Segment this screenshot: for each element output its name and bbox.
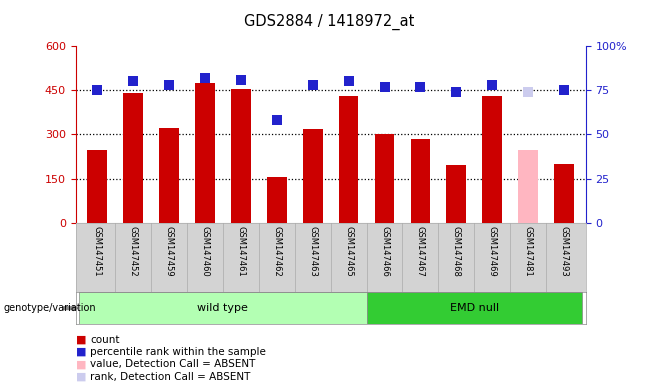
Text: GSM147460: GSM147460 bbox=[201, 226, 209, 277]
Text: GSM147481: GSM147481 bbox=[524, 226, 533, 277]
Point bbox=[415, 84, 426, 90]
Point bbox=[92, 87, 103, 93]
Text: GSM147466: GSM147466 bbox=[380, 226, 389, 277]
Bar bbox=[79, 292, 367, 324]
Text: GSM147493: GSM147493 bbox=[559, 226, 569, 277]
Text: GSM147461: GSM147461 bbox=[236, 226, 245, 277]
Point bbox=[379, 84, 390, 90]
Text: percentile rank within the sample: percentile rank within the sample bbox=[90, 347, 266, 357]
Point bbox=[307, 82, 318, 88]
Text: GSM147469: GSM147469 bbox=[488, 226, 497, 277]
Bar bbox=[88, 150, 107, 223]
Point bbox=[487, 82, 497, 88]
Text: count: count bbox=[90, 335, 120, 345]
Text: GSM147463: GSM147463 bbox=[308, 226, 317, 277]
Bar bbox=[554, 164, 574, 223]
Bar bbox=[367, 292, 582, 324]
Bar bbox=[303, 129, 322, 223]
Text: ■: ■ bbox=[76, 335, 86, 345]
Point bbox=[128, 78, 138, 84]
Bar bbox=[411, 139, 430, 223]
Text: GDS2884 / 1418972_at: GDS2884 / 1418972_at bbox=[244, 13, 414, 30]
Bar bbox=[374, 134, 394, 223]
Text: ■: ■ bbox=[76, 359, 86, 369]
Bar bbox=[339, 96, 359, 223]
Text: ■: ■ bbox=[76, 347, 86, 357]
Text: GSM147452: GSM147452 bbox=[128, 226, 138, 277]
Point bbox=[451, 89, 462, 95]
Text: GSM147459: GSM147459 bbox=[164, 226, 174, 277]
Text: GSM147451: GSM147451 bbox=[93, 226, 102, 277]
Bar bbox=[123, 93, 143, 223]
Bar bbox=[195, 83, 215, 223]
Point bbox=[199, 75, 210, 81]
Point bbox=[559, 87, 569, 93]
Bar bbox=[447, 165, 467, 223]
Text: GSM147465: GSM147465 bbox=[344, 226, 353, 277]
Text: ■: ■ bbox=[76, 372, 86, 382]
Point bbox=[236, 76, 246, 83]
Point bbox=[343, 78, 354, 84]
Bar bbox=[482, 96, 502, 223]
Bar bbox=[267, 177, 287, 223]
Text: EMD null: EMD null bbox=[449, 303, 499, 313]
Text: genotype/variation: genotype/variation bbox=[3, 303, 96, 313]
Text: value, Detection Call = ABSENT: value, Detection Call = ABSENT bbox=[90, 359, 255, 369]
Point bbox=[272, 117, 282, 123]
Bar bbox=[519, 150, 538, 223]
Bar bbox=[231, 89, 251, 223]
Text: GSM147467: GSM147467 bbox=[416, 226, 425, 277]
Text: rank, Detection Call = ABSENT: rank, Detection Call = ABSENT bbox=[90, 372, 251, 382]
Text: GSM147462: GSM147462 bbox=[272, 226, 281, 277]
Point bbox=[523, 89, 534, 95]
Point bbox=[164, 82, 174, 88]
Text: GSM147468: GSM147468 bbox=[452, 226, 461, 277]
Bar bbox=[159, 128, 179, 223]
Text: wild type: wild type bbox=[197, 303, 248, 313]
